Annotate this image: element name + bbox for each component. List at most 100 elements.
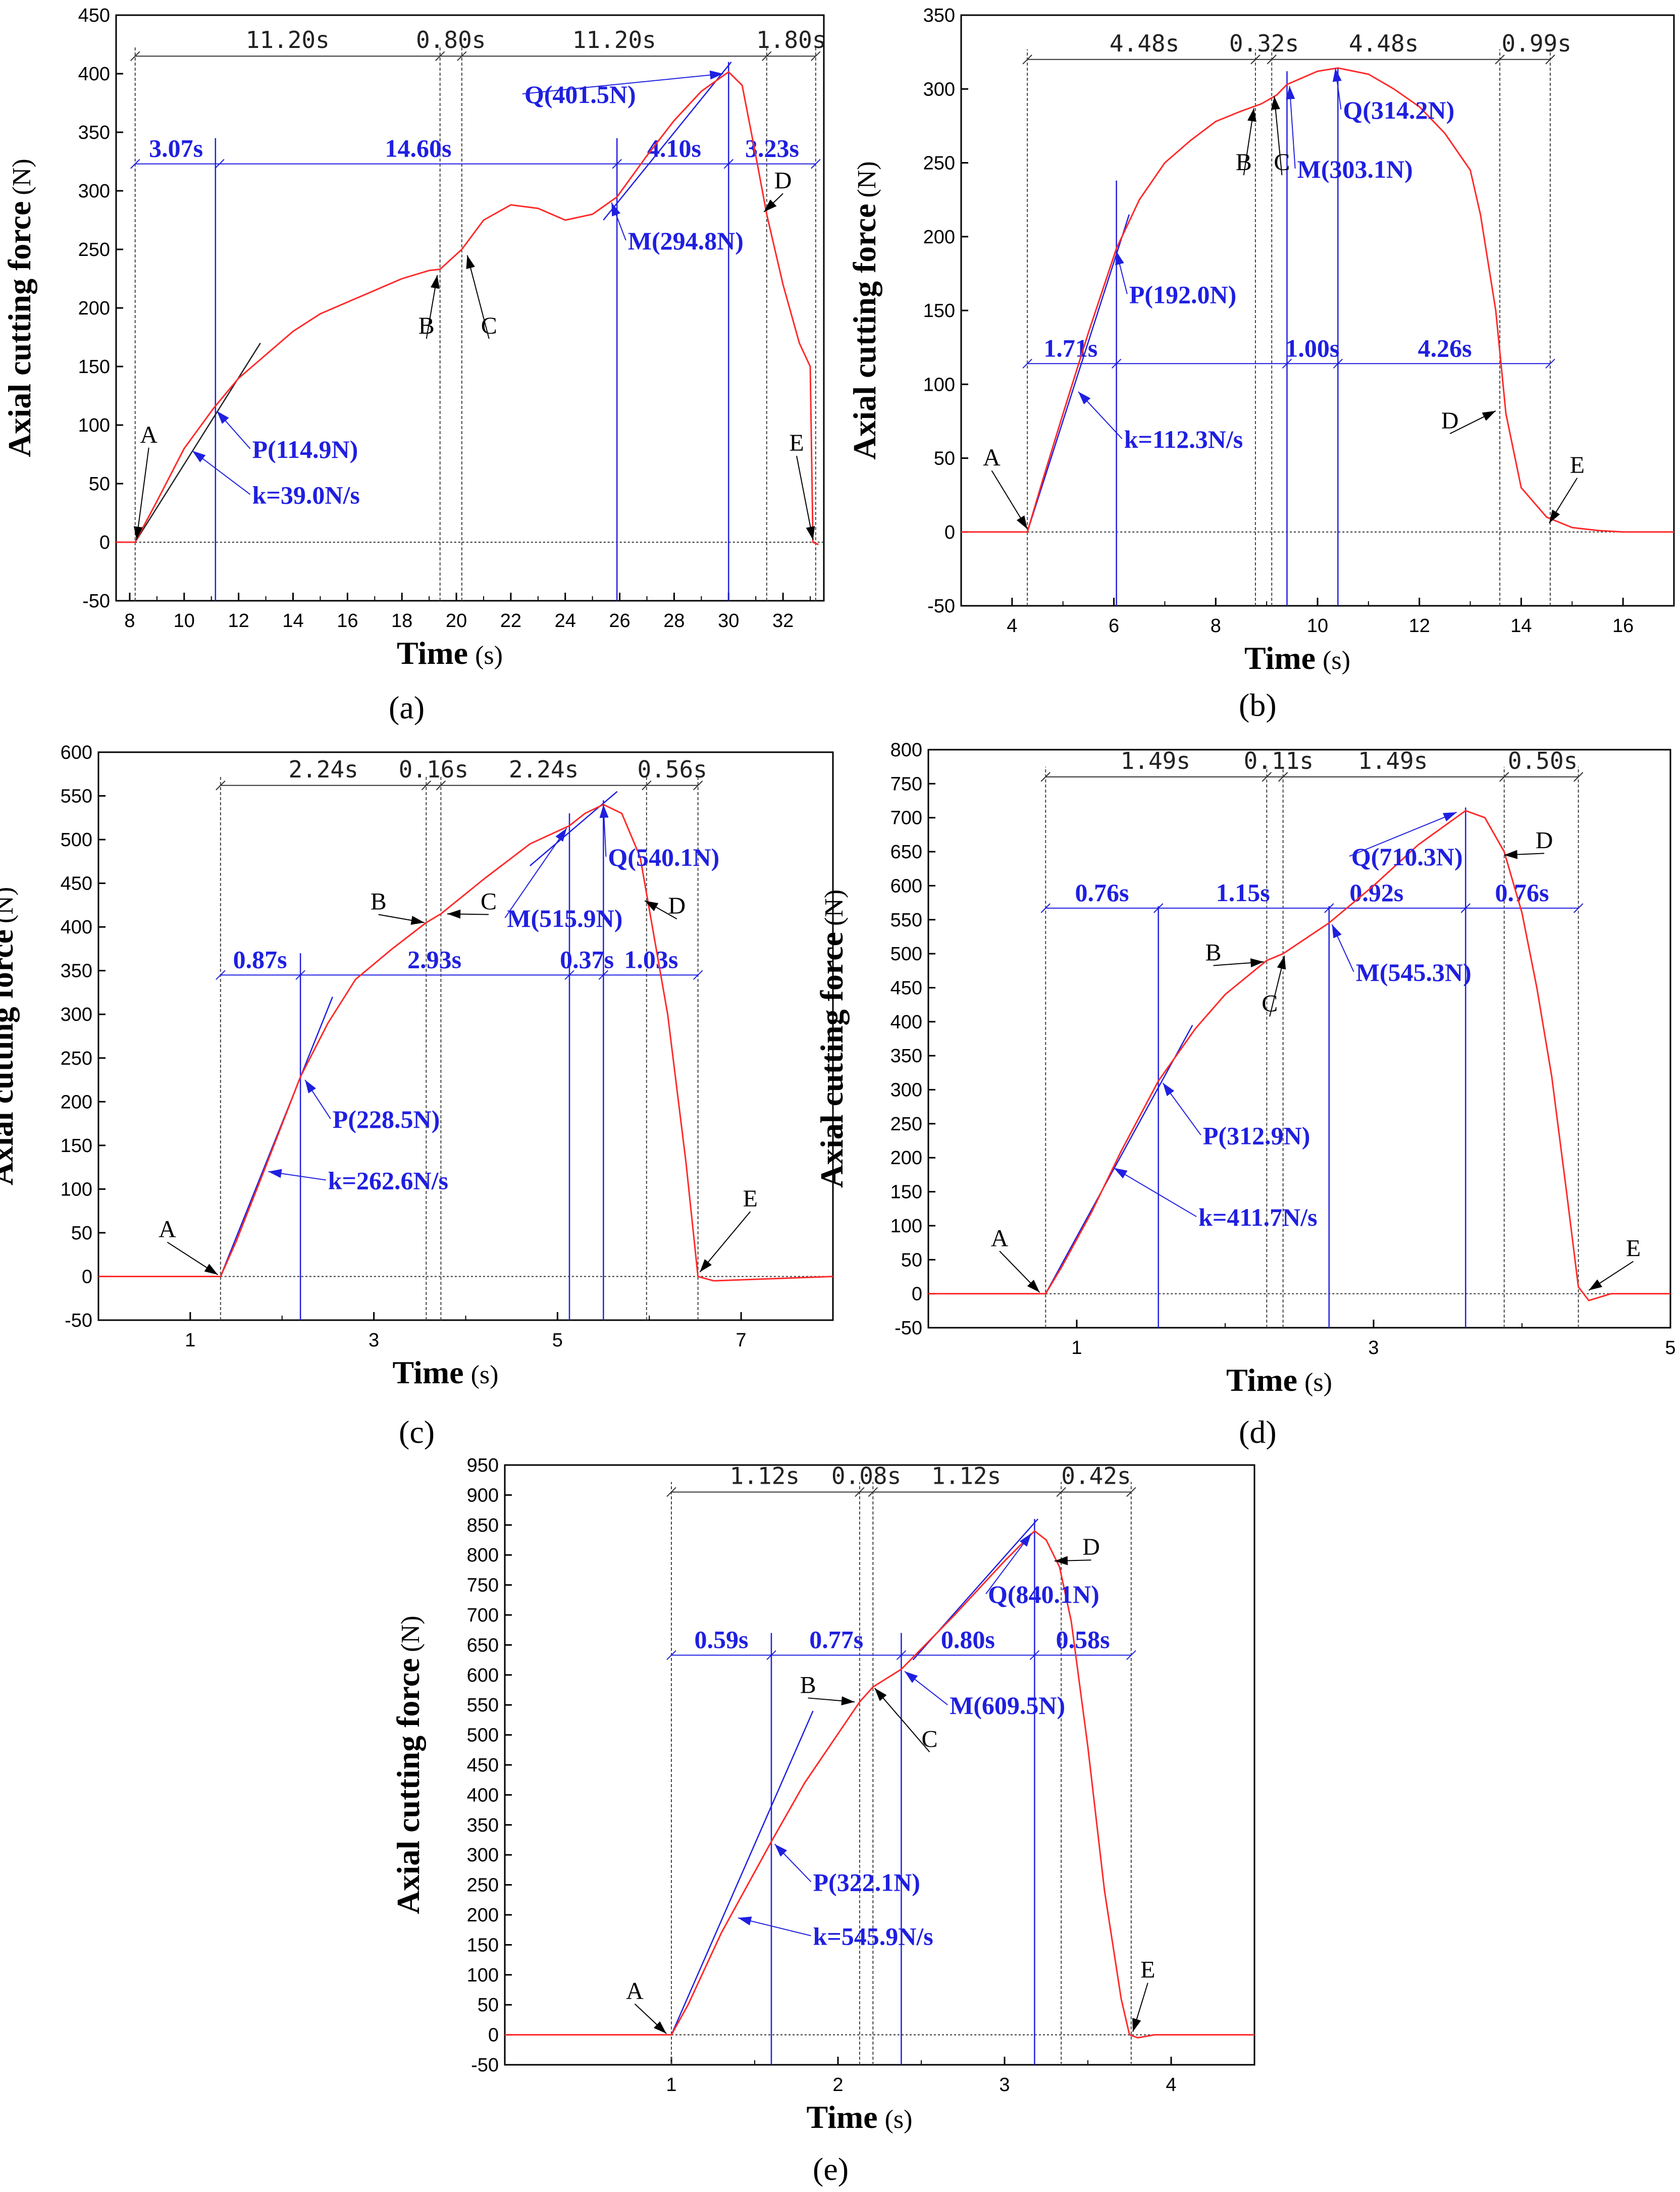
- chart-d-y-tick-label: 150: [890, 1182, 922, 1203]
- chart-a-y-tick-label: 50: [89, 474, 110, 495]
- chart-c-value-arrow-head: [555, 828, 567, 842]
- chart-e-y-tick-label: 50: [478, 1995, 499, 2016]
- chart-a-dimension-label-mid: 4.10s: [647, 134, 701, 163]
- chart-c-x-tick-label: 7: [736, 1330, 747, 1351]
- chart-d-slope-fit-line: [1045, 1024, 1193, 1294]
- chart-b-y-tick-label: 150: [923, 300, 955, 322]
- chart-c-point-label-e: E: [743, 1185, 758, 1212]
- chart-a-y-tick-label: 300: [78, 181, 110, 202]
- chart-c-value-arrow-line: [504, 828, 567, 918]
- chart-e-y-tick-label: 800: [467, 1545, 499, 1566]
- chart-b-value-arrow-line: [1289, 86, 1296, 169]
- chart-b-point-arrow-head: [1482, 410, 1496, 421]
- chart-c-dimension-label-top: 2.24s: [288, 756, 358, 783]
- chart-b-point-label-d: D: [1441, 407, 1459, 434]
- chart-e-slope-fit-line: [670, 1710, 814, 2036]
- chart-b-x-tick-label: 10: [1307, 615, 1328, 637]
- chart-c-y-tick-label: 100: [61, 1179, 92, 1200]
- chart-a-point-label-a: A: [140, 422, 158, 448]
- chart-b-svg: -50 0 50 100 150 200 250 300 350 4 6 8 10 12 14 16 Time(…: [847, 5, 1675, 676]
- chart-e-point-label-d: D: [1082, 1534, 1100, 1560]
- chart-b-point-label-a: A: [983, 444, 1001, 471]
- chart-a-dimension-label-top: 11.20s: [572, 26, 656, 54]
- chart-a-value-annotation: k=39.0N/s: [252, 481, 360, 509]
- chart-d-x-tick-label: 5: [1665, 1337, 1675, 1359]
- chart-d-dimension-label-mid: 1.15s: [1216, 878, 1270, 907]
- chart-c-dimension-label-top: 0.16s: [399, 756, 468, 783]
- panel-letter-a: (a): [389, 690, 425, 725]
- chart-c-value-arrow-head: [305, 1080, 316, 1093]
- chart-a-y-axis-title: Axial cutting force(N): [2, 159, 37, 457]
- chart-d-point-arrow-head: [1589, 1279, 1603, 1290]
- chart-a-point-label-b: B: [418, 312, 435, 339]
- chart-e-force-curve: [505, 1530, 1254, 2039]
- chart-b-slope-fit-line: [1026, 214, 1130, 533]
- chart-c-y-tick-label: 500: [61, 829, 92, 851]
- chart-c-dimension-tick-top: [216, 780, 226, 791]
- chart-d-point-arrow-head: [1027, 1280, 1040, 1292]
- chart-a-dimension-label-top: 11.20s: [246, 26, 330, 54]
- chart-d-point-label-d: D: [1536, 827, 1553, 854]
- chart-c-y-tick-label: 150: [61, 1135, 92, 1157]
- chart-d-y-axis-title: Axial cutting force(N): [814, 890, 850, 1188]
- chart-d-value-annotation: Q(710.3N): [1351, 843, 1463, 871]
- chart-e-dimension-label-mid: 0.77s: [809, 1626, 863, 1654]
- chart-d-point-arrow-head: [1250, 958, 1264, 968]
- chart-b-value-annotation: Q(314.2N): [1343, 96, 1454, 124]
- chart-b-dimension-label-top: 4.48s: [1349, 30, 1419, 57]
- chart-b-y-tick-label: 300: [923, 79, 955, 100]
- chart-e-value-annotation: M(609.5N): [950, 1691, 1065, 1719]
- chart-b-dimension-tick-top: [1250, 55, 1261, 65]
- chart-c-dimension-label-mid: 2.93s: [407, 945, 461, 973]
- chart-d-y-tick-label: -50: [895, 1318, 922, 1339]
- chart-a-x-tick-label: 26: [609, 610, 630, 632]
- chart-c-x-tick-label: 5: [552, 1330, 563, 1351]
- chart-d-y-tick-label: 0: [912, 1284, 922, 1305]
- chart-d-value-annotation: k=411.7N/s: [1198, 1203, 1318, 1231]
- chart-b-dimension-label-top: 4.48s: [1110, 30, 1179, 57]
- chart-a-dimension-label-top: 0.80s: [416, 26, 486, 54]
- chart-b-dimension-label-top: 0.32s: [1229, 30, 1299, 57]
- chart-d-dimension-tick-top: [1573, 772, 1584, 782]
- chart-a-dimension-label-top: 1.80s: [756, 26, 826, 54]
- chart-a-x-tick-label: 20: [446, 610, 467, 632]
- chart-c-dimension-tick-top: [693, 780, 703, 791]
- chart-a-point-arrow-line: [466, 255, 490, 339]
- chart-e-point-label-a: A: [626, 1977, 644, 2004]
- chart-e-y-axis-title: Axial cutting force(N): [390, 1615, 426, 1914]
- chart-a-x-tick-label: 24: [555, 610, 576, 632]
- chart-c-value-annotation: k=262.6N/s: [328, 1166, 448, 1194]
- chart-e-y-tick-label: 350: [467, 1815, 499, 1836]
- chart-e-value-annotation: P(322.1N): [813, 1868, 920, 1896]
- chart-d-point-label-b: B: [1205, 940, 1221, 966]
- chart-e-y-tick-label: 450: [467, 1755, 499, 1776]
- chart-e-y-tick-label: 850: [467, 1515, 499, 1536]
- chart-a-x-tick-label: 10: [174, 610, 195, 632]
- chart-d-y-tick-label: 200: [890, 1147, 922, 1169]
- chart-e-y-tick-label: 300: [467, 1845, 499, 1866]
- chart-a-y-tick-label: -50: [82, 591, 110, 612]
- chart-d-force-curve: [928, 810, 1670, 1301]
- chart-a-point-arrow-head: [806, 526, 815, 540]
- chart-panel-e: -50 0 50 100 150 200 250 300 350 400 450 500 550 600 6…: [390, 1454, 1272, 2192]
- chart-a-x-tick-label: 8: [124, 610, 135, 632]
- chart-d-dimension-tick-top: [1040, 772, 1051, 782]
- chart-c-point-arrow-line: [699, 1211, 751, 1273]
- chart-e-dimension-tick-top: [1056, 1487, 1066, 1497]
- chart-e-point-arrow-head: [874, 1688, 887, 1701]
- chart-c-y-tick-label: 350: [61, 961, 92, 982]
- chart-d-x-tick-label: 3: [1368, 1337, 1379, 1359]
- chart-e-point-arrow-head: [841, 1696, 855, 1706]
- chart-e-value-annotation: k=545.9N/s: [813, 1922, 933, 1950]
- chart-e-point-label-e: E: [1140, 1957, 1155, 1984]
- chart-d-dimension-tick-top: [1262, 772, 1272, 782]
- chart-c-point-label-c: C: [481, 889, 497, 915]
- chart-d-dimension-tick-mid: [1573, 903, 1584, 913]
- chart-e-point-arrow-head: [1055, 1556, 1068, 1565]
- chart-a-point-arrow-head: [466, 255, 475, 270]
- chart-a-x-tick-label: 32: [772, 610, 794, 632]
- chart-c-y-tick-label: 400: [61, 917, 92, 938]
- chart-e-value-arrow-head: [738, 1916, 752, 1925]
- chart-c-value-arrow-head: [599, 804, 609, 818]
- chart-a-dimension-tick-top: [811, 51, 821, 61]
